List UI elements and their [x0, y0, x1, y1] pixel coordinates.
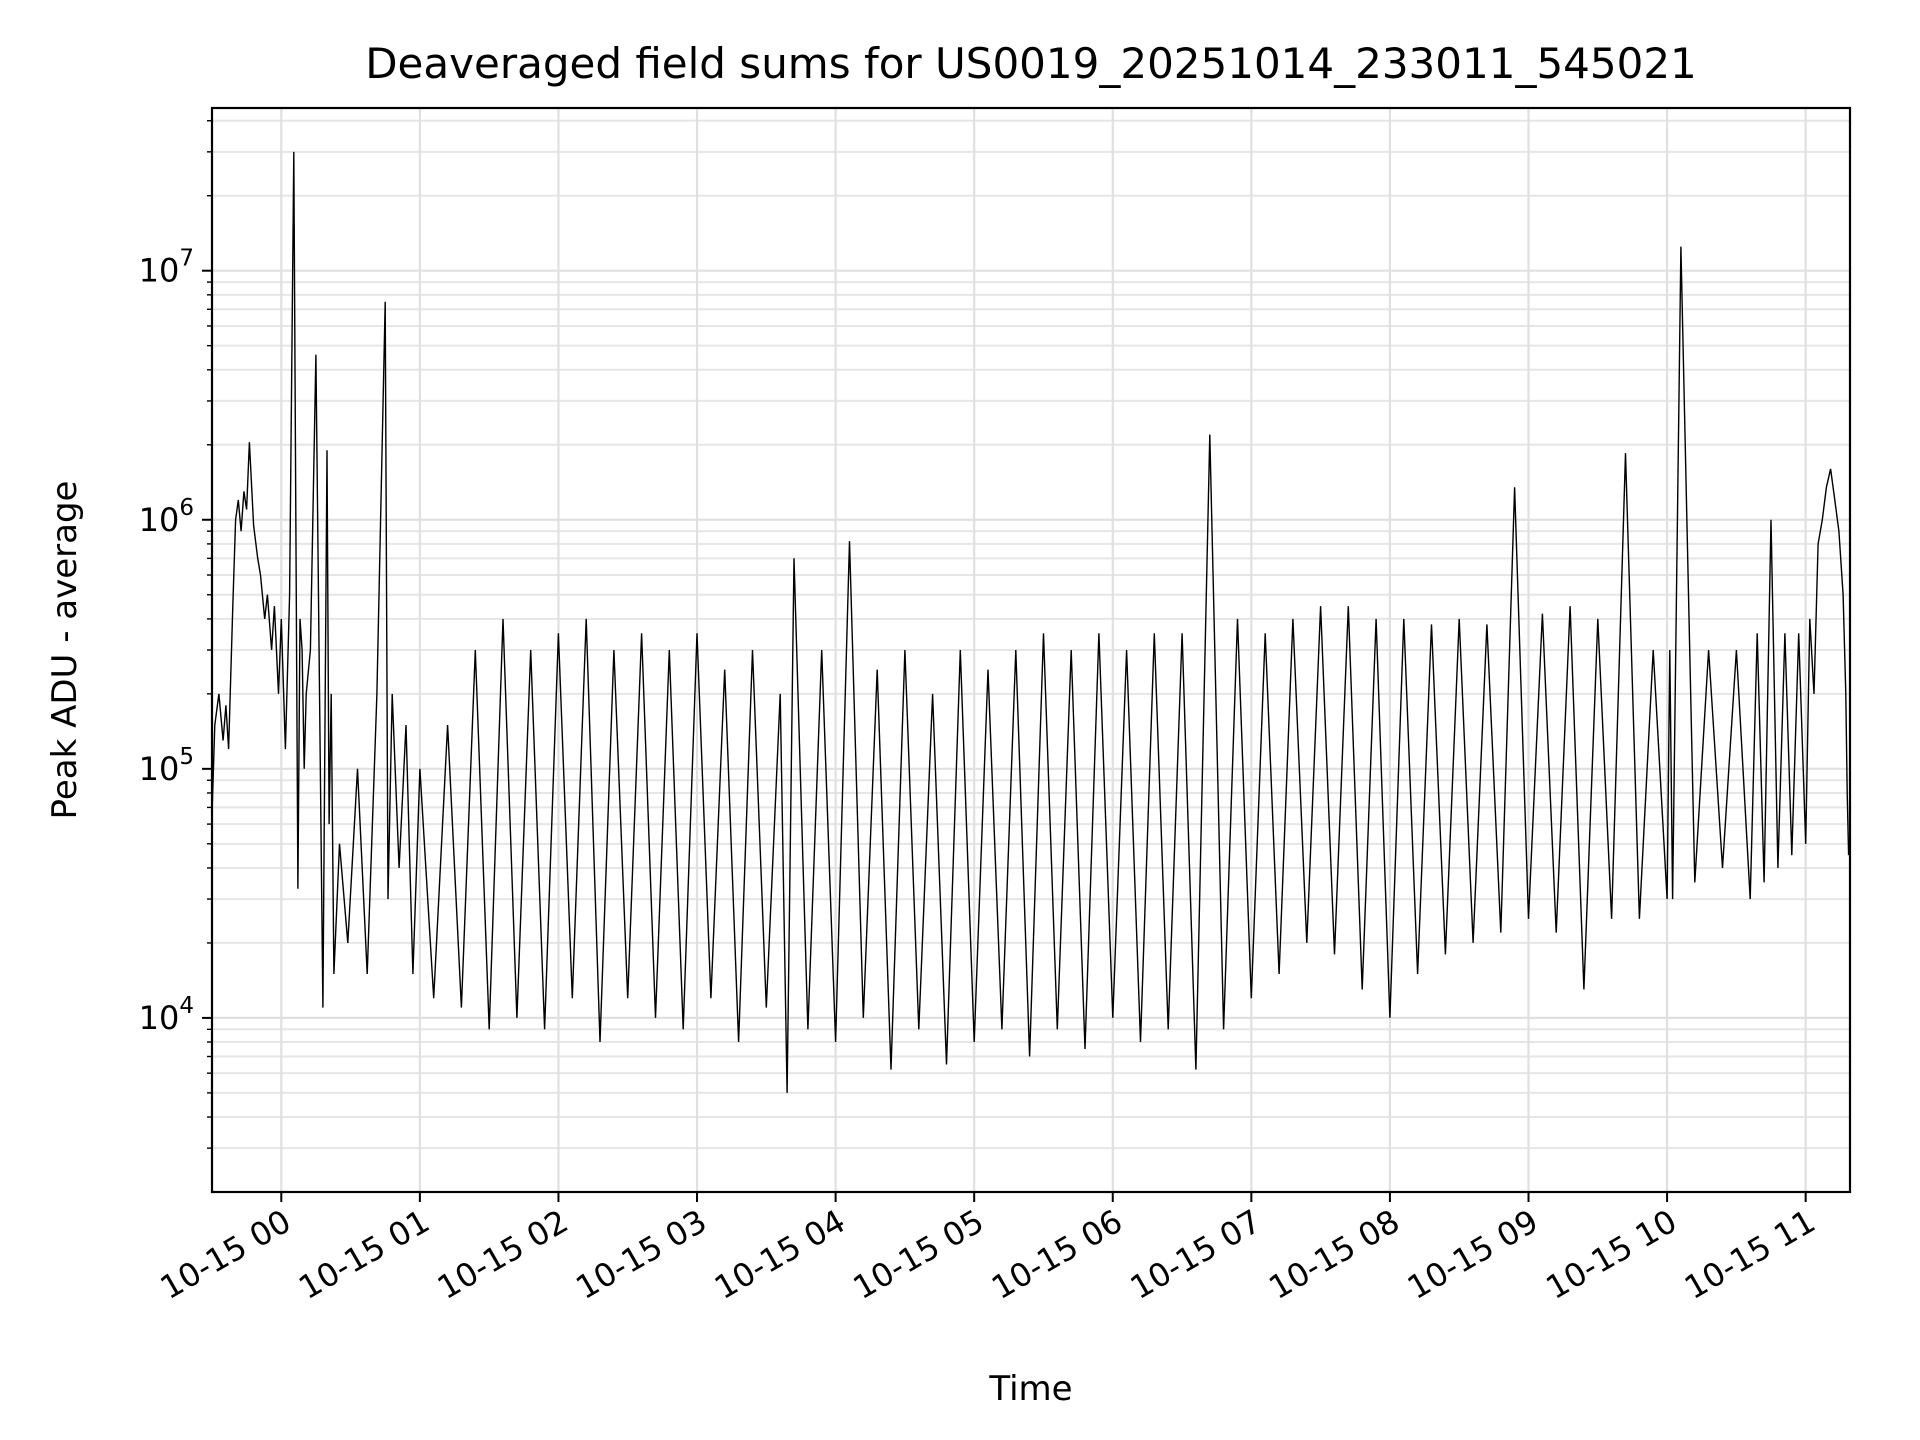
x-axis-label: Time [988, 1369, 1072, 1409]
series-line [211, 151, 1850, 1093]
y-axis-label: Peak ADU - average [45, 481, 85, 820]
y-tick-label: 105 [139, 744, 194, 788]
plot-frame [210, 106, 1852, 1194]
chart-title: Deaveraged field sums for US0019_2025101… [365, 39, 1697, 88]
y-tick-label: 107 [139, 246, 194, 290]
y-tick-label: 106 [139, 495, 194, 539]
data-line-layer [211, 151, 1850, 1093]
y-tick-label: 104 [139, 993, 194, 1037]
